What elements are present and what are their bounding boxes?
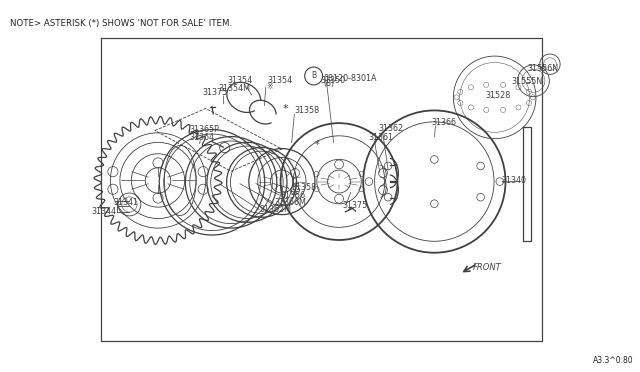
Text: ※: ※: [266, 82, 273, 91]
Text: 31341: 31341: [113, 198, 138, 207]
Text: 31366: 31366: [432, 118, 457, 127]
Text: FRONT: FRONT: [472, 263, 501, 272]
Text: 31362: 31362: [378, 124, 404, 133]
Text: 31361: 31361: [368, 133, 393, 142]
Text: 31528: 31528: [485, 91, 511, 100]
Text: 31358: 31358: [294, 106, 320, 115]
Text: NOTE> ASTERISK (*) SHOWS 'NOT FOR SALE' ITEM.: NOTE> ASTERISK (*) SHOWS 'NOT FOR SALE' …: [10, 19, 232, 28]
Text: *: *: [314, 140, 319, 150]
Text: 31362M: 31362M: [260, 205, 292, 215]
Text: 31375: 31375: [343, 201, 368, 210]
Text: 31556N: 31556N: [527, 64, 558, 73]
Text: 31366M: 31366M: [275, 198, 306, 207]
Text: A3.3^0.80: A3.3^0.80: [593, 356, 634, 365]
Text: 31350: 31350: [320, 76, 345, 85]
Text: 31354: 31354: [268, 76, 293, 85]
Text: 08120-8301A: 08120-8301A: [323, 74, 377, 83]
Text: 31354: 31354: [228, 76, 253, 85]
Text: 31365P: 31365P: [190, 125, 220, 134]
Text: 31364: 31364: [190, 133, 215, 142]
Text: (8): (8): [324, 79, 335, 88]
Text: 31375: 31375: [202, 89, 228, 97]
Text: *: *: [282, 104, 288, 114]
Text: 31354M: 31354M: [218, 84, 250, 93]
Text: 31358: 31358: [291, 183, 317, 192]
Text: 31340: 31340: [501, 176, 526, 185]
Text: 31555N: 31555N: [512, 77, 543, 86]
Text: 31356: 31356: [280, 191, 306, 200]
Text: B: B: [312, 71, 317, 80]
Text: 31344: 31344: [92, 207, 116, 217]
